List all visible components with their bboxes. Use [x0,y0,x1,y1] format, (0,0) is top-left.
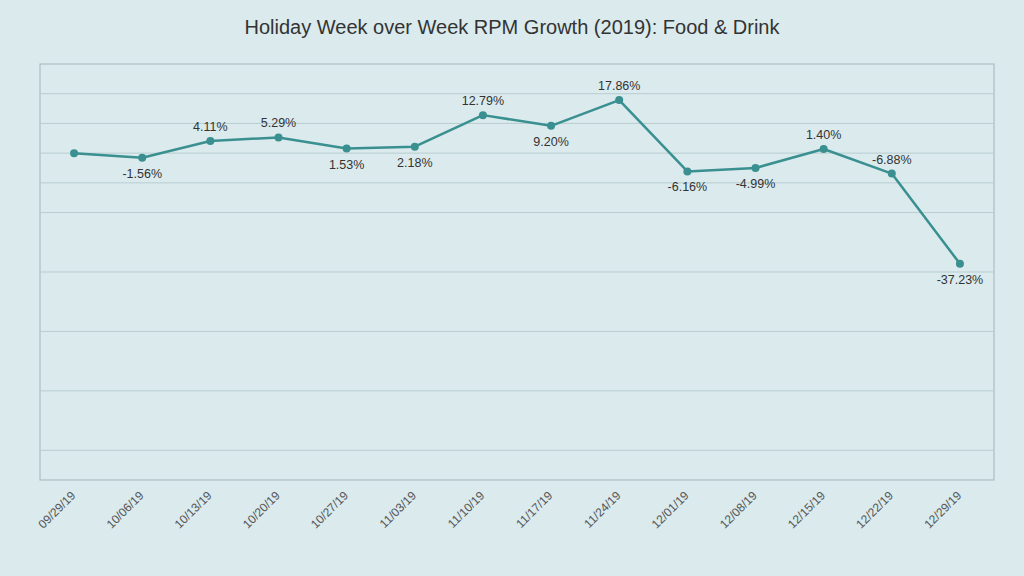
point [411,143,419,151]
grid-line [40,182,994,183]
point [138,154,146,162]
point [888,170,896,178]
point [752,164,760,172]
point [70,149,78,157]
x-tick-label: 10/13/19 [172,488,215,531]
grid-line [40,272,994,273]
grid-line [40,153,994,154]
x-tick-label: 12/22/19 [853,488,896,531]
data-label: 9.20% [533,135,568,149]
point [275,133,283,141]
data-label: -37.23% [937,273,984,287]
point [820,145,828,153]
x-tick-label: 10/20/19 [240,488,283,531]
grid [40,94,994,451]
data-label: 1.53% [329,158,364,172]
x-tick-label: 12/08/19 [717,488,760,531]
chart: Holiday Week over Week RPM Growth (2019)… [0,0,1024,576]
point [479,111,487,119]
title: Holiday Week over Week RPM Growth (2019)… [244,16,780,38]
plot-frame [40,64,994,480]
data-label: 17.86% [598,79,640,93]
point [343,145,351,153]
point [956,260,964,268]
data-label: -1.56% [122,167,162,181]
x-axis: 09/29/19 10/06/19 10/13/19 10/20/19 10/27/19… [36,488,965,531]
data-label: 12.79% [462,94,504,108]
grid-line [40,93,994,94]
data-label: 5.29% [261,116,296,130]
x-tick-label: 11/10/19 [445,488,488,531]
point [206,137,214,145]
x-tick-label: 11/24/19 [581,488,624,531]
grid-line [40,390,994,391]
x-tick-label: 12/15/19 [785,488,828,531]
line [74,100,960,264]
x-tick-label: 11/17/19 [513,488,556,531]
data-label: 2.18% [397,156,432,170]
grid-line [40,123,994,124]
point [615,96,623,104]
x-tick-label: 10/27/19 [308,488,351,531]
point [683,167,691,175]
data-label: 1.40% [806,128,841,142]
x-tick-label: 09/29/19 [36,488,79,531]
grid-line [40,212,994,213]
grid-line [40,331,994,332]
point [547,122,555,130]
x-tick-label: 12/29/19 [921,488,964,531]
data-label: -6.88% [872,153,912,167]
data-label: -4.99% [736,177,776,191]
data-label: 4.11% [193,120,228,134]
x-tick-label: 11/03/19 [377,488,420,531]
grid-line [40,450,994,451]
x-tick-label: 12/01/19 [649,488,692,531]
x-tick-label: 10/06/19 [104,488,147,531]
data-labels: -1.56% 4.11% 5.29% 1.53% 2.18% 12.79% 9.20% 17.… [122,79,983,287]
series [70,96,964,268]
data-label: -6.16% [668,180,708,194]
